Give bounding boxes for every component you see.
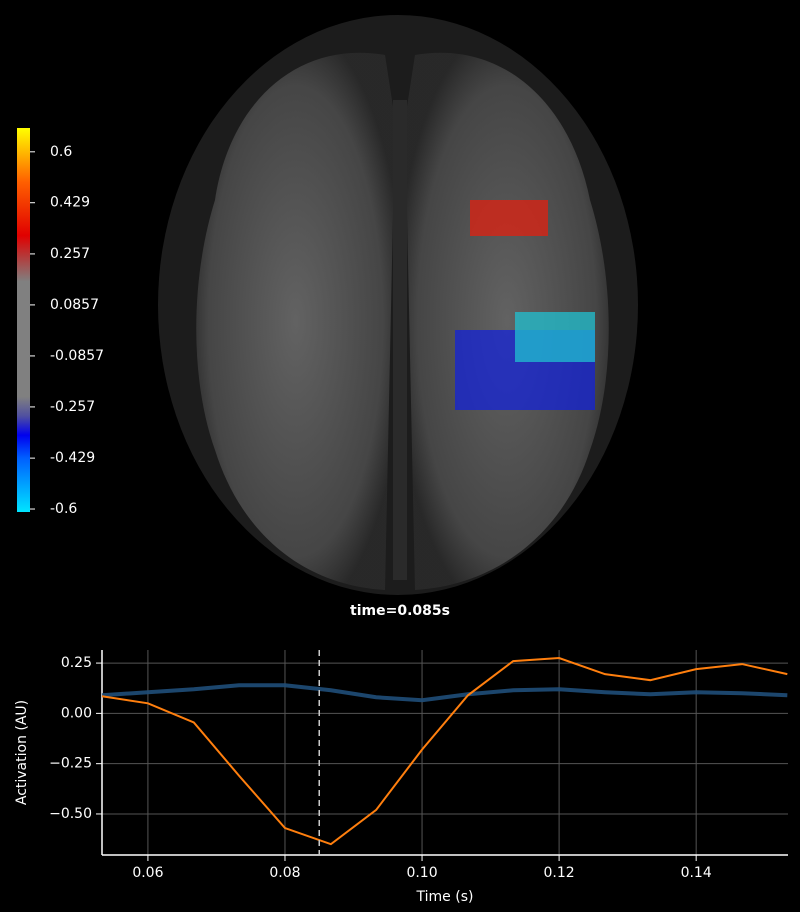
- x-axis-label: Time (s): [416, 889, 474, 905]
- x-tick-label: 0.10: [406, 865, 437, 881]
- activation-peak: [515, 312, 595, 362]
- left-hemisphere: [196, 52, 395, 590]
- colorbar-tick-label: 0.0857: [50, 297, 99, 313]
- colorbar-tick-label: -0.0857: [50, 348, 104, 364]
- colorbar-tick-label: -0.257: [50, 399, 95, 415]
- y-tick-label: 0.00: [61, 705, 92, 721]
- colorbar-tick-label: 0.6: [50, 144, 72, 160]
- y-tick-label: −0.25: [49, 756, 92, 772]
- y-axis-label: Activation (AU): [14, 700, 30, 805]
- colorbar-tick-label: -0.6: [50, 501, 77, 517]
- series-line: [101, 683, 788, 703]
- colorbar-tick-label: 0.257: [50, 246, 90, 262]
- x-tick-label: 0.12: [544, 865, 575, 881]
- colorbar-tick-label: 0.429: [50, 195, 90, 211]
- time-label: time=0.085s: [350, 603, 450, 619]
- midline: [393, 100, 407, 580]
- activation-positive: [470, 200, 548, 236]
- brain-render: [158, 15, 638, 595]
- series-line: [101, 657, 788, 846]
- colorbar-tick-label: -0.429: [50, 450, 95, 466]
- x-tick-label: 0.08: [269, 865, 300, 881]
- y-tick-label: 0.25: [61, 655, 92, 671]
- y-tick-label: −0.50: [49, 806, 92, 822]
- right-hemisphere: [405, 52, 609, 590]
- x-tick-label: 0.14: [681, 865, 712, 881]
- colorbar: [17, 128, 30, 512]
- x-tick-label: 0.06: [132, 865, 163, 881]
